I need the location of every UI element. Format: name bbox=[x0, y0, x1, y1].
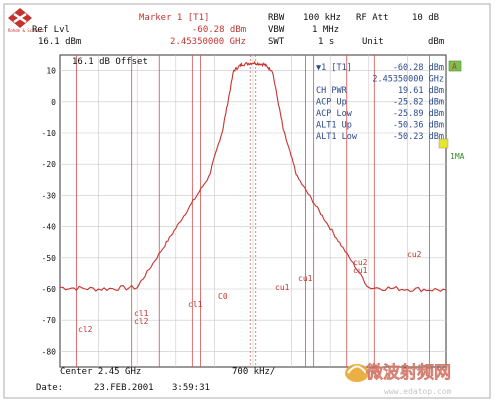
y-tick-label: -80 bbox=[42, 347, 57, 356]
marker-freq: 2.45350000 GHz bbox=[170, 37, 246, 47]
y-tick-label: -40 bbox=[42, 223, 57, 232]
readout-value: 19.61 dBm bbox=[398, 86, 444, 96]
plot-grid bbox=[60, 55, 446, 367]
y-tick-label: -60 bbox=[42, 285, 57, 294]
readout-value: 2.45350000 GHz bbox=[372, 75, 444, 85]
readout-value: -25.89 dBm bbox=[393, 109, 444, 119]
readout-label: ACP Low bbox=[316, 109, 353, 119]
offset-label: 16.1 dB Offset bbox=[72, 57, 148, 67]
rf-att-value: 10 dB bbox=[412, 13, 439, 23]
marker-readout: ▼1 [T1] -60.28 dBm 2.45350000 GHz CH PWR 19.… bbox=[316, 63, 444, 142]
date-value: 23.FEB.2001 bbox=[94, 383, 154, 393]
channel-label-cl2-b: cl2 bbox=[134, 317, 149, 326]
rbw-label: RBW bbox=[268, 13, 285, 23]
readout-label: CH PWR bbox=[316, 86, 348, 96]
span-label: 700 kHz/ bbox=[232, 367, 275, 377]
vbw-label: VBW bbox=[268, 25, 285, 35]
swt-label: SWT bbox=[268, 37, 285, 47]
vbw-value: 1 MHz bbox=[312, 25, 339, 35]
y-tick-label: -70 bbox=[42, 316, 57, 325]
readout-label: ▼1 [T1] bbox=[316, 63, 352, 73]
marker-level: -60.28 dBm bbox=[192, 25, 246, 35]
brand-name: Rohde & Schwarz bbox=[8, 28, 45, 33]
watermark-text: 微波射频网 bbox=[365, 362, 451, 383]
unit-value: dBm bbox=[428, 37, 444, 47]
readout-label: ALT1 Up bbox=[316, 121, 352, 131]
readout-value: -50.23 dBm bbox=[393, 132, 444, 142]
trace-a-badge bbox=[448, 60, 462, 72]
rohde-schwarz-logo: Rohde & Schwarz bbox=[8, 8, 45, 33]
readout-value: -60.28 dBm bbox=[393, 63, 444, 73]
y-tick-label: 0 bbox=[51, 98, 56, 107]
channel-lines bbox=[76, 55, 430, 367]
channel-label-cu2-b: cu2 bbox=[407, 250, 422, 259]
readout-label: ACP Up bbox=[316, 98, 347, 108]
readout-value: -50.36 dBm bbox=[393, 121, 444, 131]
channel-label-cl2-low: cl2 bbox=[78, 325, 93, 334]
y-tick-label: -50 bbox=[42, 254, 57, 263]
y-axis-ticks: 10 0 -10 -20 -30 -40 -50 -60 -70 -80 bbox=[42, 67, 57, 357]
rf-att-label: RF Att bbox=[356, 13, 389, 23]
time-value: 3:59:31 bbox=[172, 383, 210, 393]
side-1ma-label: 1MA bbox=[450, 152, 465, 161]
y-tick-label: 10 bbox=[46, 67, 56, 76]
unit-label: Unit bbox=[362, 37, 384, 47]
y-tick-label: -30 bbox=[42, 191, 57, 200]
channel-label-cu1-c: cu1 bbox=[353, 266, 368, 275]
channel-label-cl1-a: cl1 bbox=[134, 309, 149, 318]
spectrum-trace bbox=[59, 60, 447, 293]
marker-indicator-box bbox=[438, 138, 449, 149]
marker-title: Marker 1 [T1] bbox=[139, 13, 209, 23]
ref-level-value: 16.1 dBm bbox=[38, 37, 81, 47]
y-tick-label: -10 bbox=[42, 129, 57, 138]
rbw-value: 100 kHz bbox=[303, 13, 341, 23]
watermark-logo: 微波射频网 www.edatop.com bbox=[345, 362, 452, 396]
watermark-url: www.edatop.com bbox=[384, 387, 452, 396]
channel-label-cu1-b: cu1 bbox=[298, 274, 313, 283]
readout-value: -25.82 dBm bbox=[393, 98, 444, 108]
ref-level-label: Ref Lvl bbox=[32, 25, 70, 35]
y-tick-label: -20 bbox=[42, 160, 57, 169]
channel-label-c0: C0 bbox=[218, 292, 228, 301]
channel-label-cl1-c: cl1 bbox=[188, 300, 203, 309]
trace-a-badge-text: A bbox=[452, 62, 457, 71]
channel-label-cu2-a: cu2 bbox=[353, 258, 368, 267]
channel-labels: cl2 cl1 cl2 cl1 C0 cu1 cu1 cu2 cu1 cu2 bbox=[78, 250, 422, 334]
date-label: Date: bbox=[36, 383, 63, 393]
channel-label-cu1-a: cu1 bbox=[275, 283, 290, 292]
center-label: Center 2.45 GHz bbox=[60, 367, 141, 377]
swt-value: 1 s bbox=[318, 37, 334, 47]
readout-label: ALT1 Low bbox=[316, 132, 358, 142]
